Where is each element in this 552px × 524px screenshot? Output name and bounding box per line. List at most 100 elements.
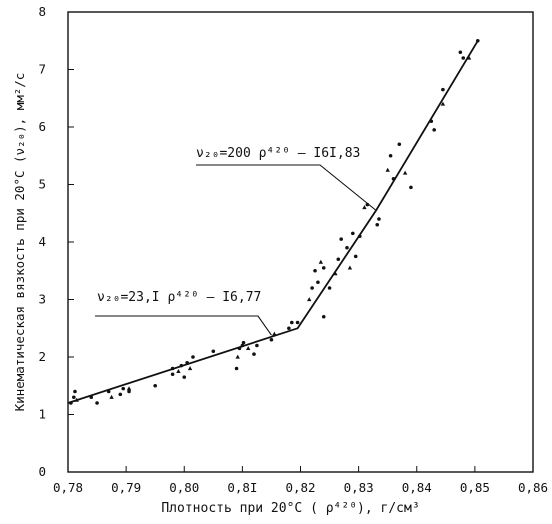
annotation-lower-leader [95, 315, 272, 336]
data-point [185, 360, 189, 365]
x-tick-label: 0,80 [169, 480, 199, 495]
data-point [333, 271, 338, 276]
data-point [458, 50, 463, 55]
data-point [127, 389, 131, 394]
data-point [237, 346, 242, 351]
plot-frame [67, 11, 534, 473]
data-point [252, 352, 256, 356]
y-tick-label: 8 [38, 4, 46, 19]
data-point [95, 401, 99, 405]
data-point [69, 401, 73, 405]
data-point [327, 286, 332, 290]
data-point [440, 101, 446, 106]
y-tick-label: 5 [38, 177, 46, 192]
data-point [289, 320, 294, 325]
data-point [362, 205, 367, 210]
data-point [313, 268, 317, 273]
axis-ticks [67, 11, 534, 473]
y-axis-label: Кинематическая вязкость при 20°С (ν₂₀), … [12, 73, 27, 412]
data-point [272, 331, 277, 336]
data-point [73, 389, 77, 394]
data-point [179, 363, 184, 368]
y-tick-label: 2 [38, 349, 46, 364]
data-point [74, 397, 79, 402]
data-point [126, 386, 132, 391]
data-point [240, 343, 245, 348]
data-point [461, 56, 466, 60]
annotation-upper-leader [196, 164, 377, 211]
data-point [72, 395, 76, 400]
equation-annotations: ν₂₀=23,I ρ⁴²⁰ – I6,77 ν₂₀=200 ρ⁴²⁰ – I6I,… [95, 146, 377, 336]
data-point [345, 245, 349, 250]
data-points [69, 38, 480, 405]
data-point [347, 265, 353, 270]
data-point [429, 119, 434, 124]
data-point [118, 392, 123, 397]
data-point [234, 366, 239, 371]
data-point [336, 257, 341, 262]
data-point [466, 55, 472, 60]
data-point [211, 349, 216, 354]
x-tick-label: 0,86 [518, 480, 548, 495]
y-tick-label: 6 [38, 119, 46, 134]
data-point [307, 297, 312, 302]
y-tick-label: 7 [38, 62, 46, 77]
y-tick-label: 0 [38, 464, 46, 479]
x-axis-label: Плотность при 20°С ( ρ⁴²⁰), г/см³ [161, 501, 419, 516]
data-point [388, 153, 393, 158]
data-point [255, 343, 259, 348]
x-tick-label: 0,78 [53, 480, 83, 495]
data-point [170, 366, 175, 371]
data-point [353, 254, 358, 259]
x-tick-label: 0,8I [227, 480, 257, 495]
data-point [339, 237, 343, 241]
y-tick-label: 4 [38, 234, 46, 249]
data-point [176, 368, 181, 373]
data-point [377, 217, 381, 221]
data-point [441, 87, 445, 92]
y-tick-label: 1 [38, 407, 46, 422]
data-point [287, 326, 291, 331]
data-point [357, 234, 362, 239]
x-tick-label: 0,79 [111, 480, 141, 495]
data-point [182, 375, 187, 379]
data-point [191, 355, 195, 359]
data-point [316, 280, 320, 285]
data-point [351, 231, 355, 236]
data-point [375, 222, 380, 227]
tick-labels: 0,78 0,79 0,80 0,8I 0,82 0,83 0,84 0,85 0,86 0 1 2 3… [38, 4, 548, 495]
data-point [432, 128, 436, 132]
data-point [241, 340, 246, 345]
x-tick-label: 0,82 [285, 480, 315, 495]
annotation-lower: ν₂₀=23,I ρ⁴²⁰ – I6,77 [97, 290, 261, 305]
fit-lines [67, 40, 479, 404]
fit-line [67, 40, 479, 404]
data-point [187, 366, 193, 371]
y-tick-label: 3 [38, 292, 46, 307]
data-point [397, 142, 402, 147]
data-point [121, 386, 126, 391]
data-point [391, 176, 396, 181]
data-point [321, 266, 326, 270]
data-point [475, 38, 480, 43]
data-point [318, 259, 324, 264]
data-point [295, 320, 300, 325]
data-point [106, 389, 111, 394]
data-point [321, 314, 326, 319]
x-tick-label: 0,83 [344, 480, 374, 495]
data-point [109, 394, 114, 399]
x-tick-label: 0,84 [402, 480, 432, 495]
data-point [385, 167, 390, 172]
data-point [409, 185, 413, 190]
data-point [170, 372, 175, 377]
data-point [89, 395, 94, 400]
data-point [402, 170, 408, 175]
annotation-upper: ν₂₀=200 ρ⁴²⁰ – I6I,83 [196, 146, 360, 161]
data-point [245, 345, 251, 350]
data-point [310, 286, 314, 290]
data-point [153, 383, 157, 388]
data-point [269, 337, 274, 342]
data-point [235, 354, 240, 359]
x-tick-label: 0,85 [460, 480, 490, 495]
